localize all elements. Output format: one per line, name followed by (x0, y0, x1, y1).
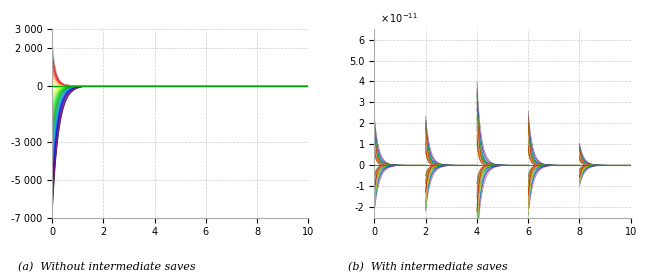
Text: (b)  With intermediate saves: (b) With intermediate saves (348, 262, 507, 272)
Text: $\times\,10^{-11}$: $\times\,10^{-11}$ (380, 11, 417, 25)
Text: (a)  Without intermediate saves: (a) Without intermediate saves (18, 262, 196, 272)
